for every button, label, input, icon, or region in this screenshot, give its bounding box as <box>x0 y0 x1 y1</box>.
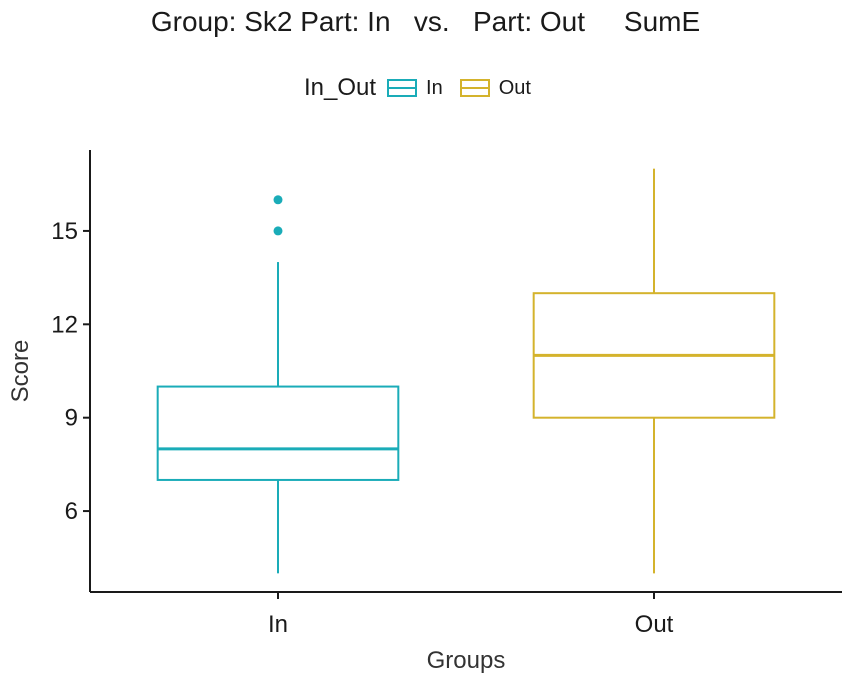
chart-title: Group: Sk2 Part: In vs. Part: Out SumE <box>150 6 701 37</box>
legend-label-out: Out <box>498 76 531 99</box>
y-axis-title: Score <box>7 340 34 403</box>
legend: In_Out In Out <box>0 74 851 102</box>
outlier-point-in-15 <box>273 226 283 236</box>
x-axis-title: Groups <box>427 647 506 674</box>
legend-label-in: In <box>426 76 443 99</box>
y-tick-label-15: 15 <box>51 218 78 245</box>
iqr-box-in <box>156 385 400 481</box>
outlier-point-in-16 <box>273 195 283 205</box>
axes: 6 9 12 15 In Out <box>51 150 842 638</box>
legend-item-out: Out <box>459 77 531 100</box>
y-tick-label-12: 12 <box>51 311 78 338</box>
box-out <box>532 168 776 574</box>
boxes <box>156 168 776 574</box>
x-tick-label-out: Out <box>635 611 674 638</box>
x-tick-label-in: In <box>268 611 288 638</box>
legend-title: In_Out <box>304 74 377 101</box>
legend-item-in: In <box>386 77 443 100</box>
y-tick-label-6: 6 <box>65 498 78 525</box>
y-tick-label-9: 9 <box>65 405 78 432</box>
legend-key-out-icon <box>459 79 490 97</box>
legend-key-in-icon <box>387 79 418 97</box>
box-in <box>156 195 400 574</box>
